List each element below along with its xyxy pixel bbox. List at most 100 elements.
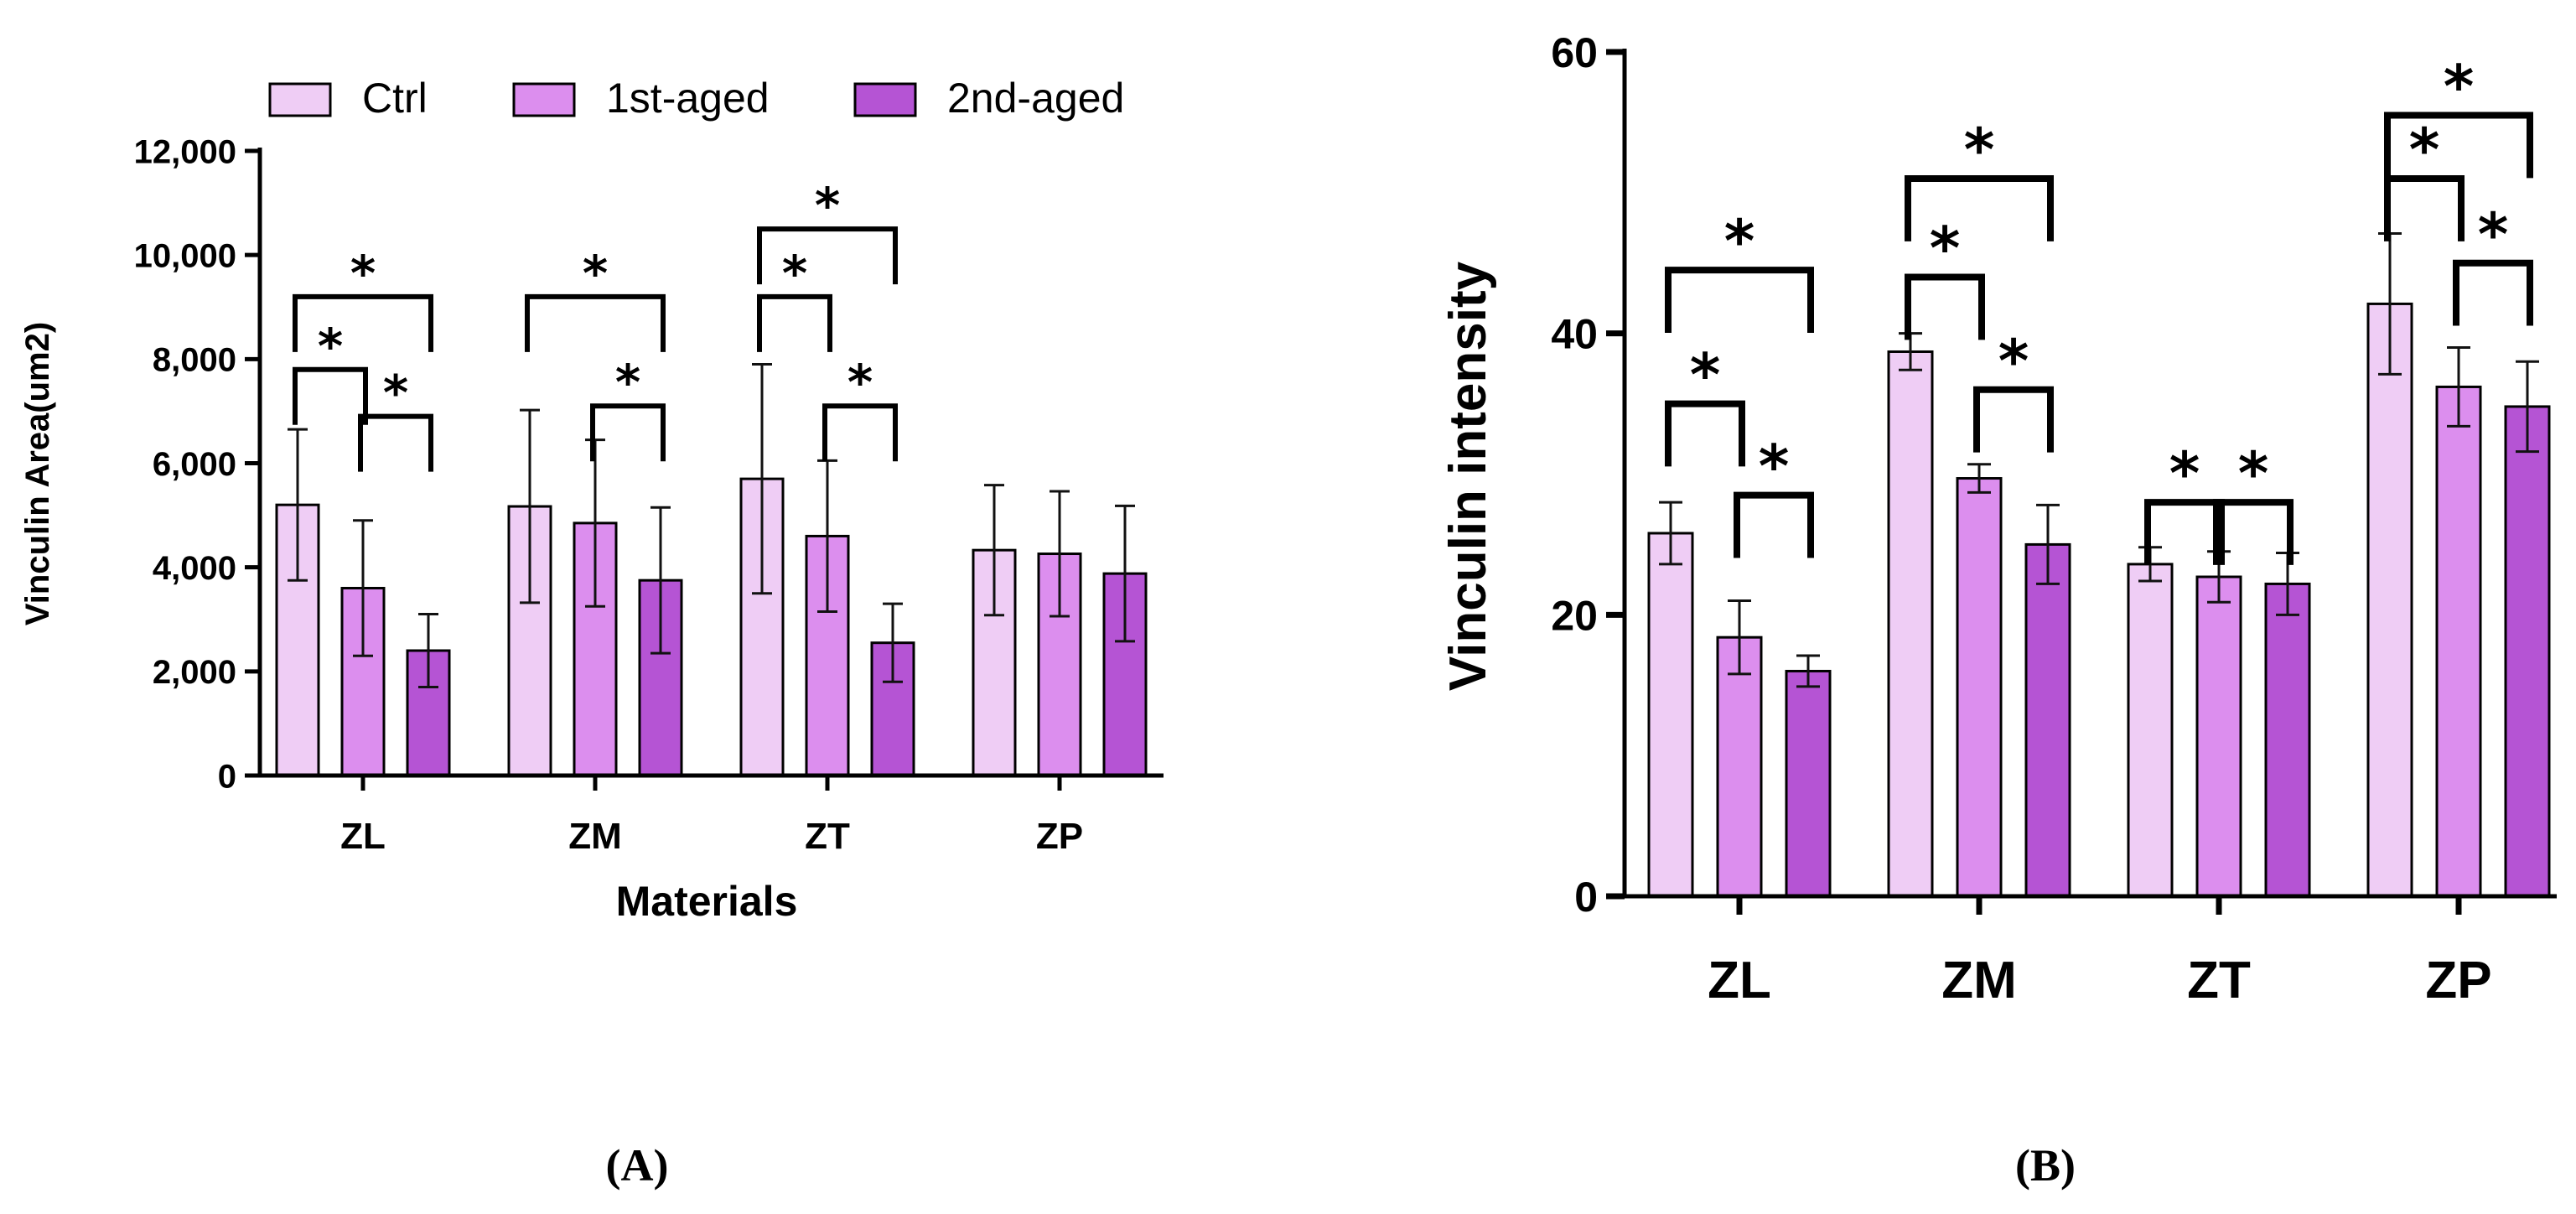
significance-bracket	[1734, 491, 1814, 558]
error-bar	[883, 602, 903, 683]
axes	[1622, 49, 2557, 899]
significance-bracket	[757, 293, 832, 352]
panel-a-plot: 0 2,000 4,000 6,000 8,000 10,000 12,000 ZL ZM ZT Z…	[134, 133, 1164, 857]
x-tick-label: ZL	[1708, 952, 1771, 1009]
significance-bracket	[822, 403, 898, 462]
panel-b-label: (B)	[2015, 1140, 2076, 1191]
panel-a-ylabel: Vinculin Area(um2)	[19, 322, 56, 625]
error-bar	[288, 428, 308, 582]
bar-ctrl-zl	[1647, 532, 1694, 898]
significance-bracket	[2144, 499, 2225, 565]
significance-star: *	[383, 365, 408, 422]
y-tick-label: 6,000	[153, 446, 236, 483]
significance-star: *	[2409, 116, 2440, 184]
significance-star: *	[1759, 433, 1790, 501]
significance-bracket	[2453, 259, 2533, 326]
x-tick-label: ZM	[568, 816, 622, 857]
y-tick-label: 40	[1551, 311, 1598, 358]
significance-bracket	[1665, 400, 1745, 467]
legend-label-ctrl: Ctrl	[362, 75, 428, 122]
bar-1st-aged-zl	[1716, 636, 1763, 898]
error-bar	[752, 363, 772, 595]
significance-bracket	[525, 293, 666, 352]
x-tick-label: ZL	[340, 816, 386, 857]
error-bar	[1967, 463, 1991, 494]
y-tick-label: 0	[1574, 874, 1598, 921]
error-bar	[2447, 345, 2470, 428]
panel-a-xlabel: Materials	[616, 878, 798, 925]
panel-a-label: (A)	[606, 1140, 669, 1191]
significance-star: *	[615, 354, 640, 411]
significance-star: *	[1690, 341, 1721, 410]
significance-star: *	[847, 354, 873, 411]
x-tick-label: ZT	[805, 816, 850, 857]
legend: Ctrl 1st-aged 2nd-aged	[268, 75, 1124, 122]
bar-2nd-aged-zm	[2024, 542, 2071, 898]
significance-star: *	[350, 245, 376, 302]
y-tick-label: 2,000	[153, 654, 236, 691]
error-bar	[2516, 360, 2539, 454]
legend-swatch-1st-aged	[512, 82, 576, 117]
error-bar	[1796, 654, 1820, 688]
y-tick-label: 12,000	[134, 133, 236, 170]
error-bar	[1659, 501, 1682, 566]
bar-1st-aged-zm	[1956, 477, 2003, 898]
x-tick-label: ZP	[2425, 952, 2491, 1009]
error-bar	[1050, 490, 1070, 618]
legend-label-2nd-aged: 2nd-aged	[947, 75, 1124, 122]
x-tick-label: ZM	[1941, 952, 2017, 1009]
significance-star: *	[2238, 439, 2269, 508]
y-tick-label: 4,000	[153, 550, 236, 587]
axes	[257, 148, 1164, 778]
significance-star: *	[1998, 327, 2029, 396]
significance-bracket	[2213, 499, 2294, 565]
error-bar	[650, 506, 671, 655]
significance-bracket	[2384, 112, 2533, 179]
legend-swatch-ctrl	[268, 82, 332, 117]
significance-star: *	[583, 245, 608, 302]
error-bar	[2036, 503, 2060, 585]
significance-star: *	[1724, 207, 1755, 276]
significance-bracket	[1973, 386, 2054, 453]
x-tick-label: ZT	[2187, 952, 2251, 1009]
y-tick-label: 0	[218, 758, 236, 795]
legend-label-1st-aged: 1st-aged	[606, 75, 770, 122]
significance-star: *	[1964, 116, 1995, 184]
significance-bracket	[590, 403, 666, 462]
significance-star: *	[2444, 53, 2475, 122]
bar-1st-aged-zt	[2195, 575, 2242, 898]
significance-star: *	[1930, 215, 1961, 283]
significance-bracket	[293, 366, 368, 425]
y-tick-label: 20	[1551, 592, 1598, 639]
y-tick-label: 8,000	[153, 342, 236, 379]
bar-ctrl-zm	[1887, 350, 1934, 898]
significance-star: *	[2478, 200, 2509, 269]
legend-swatch-2nd-aged	[853, 82, 917, 117]
significance-bracket	[757, 226, 898, 285]
error-bar	[1115, 504, 1135, 643]
error-bar	[520, 408, 540, 604]
bar-2nd-aged-zl	[1785, 669, 1832, 898]
significance-bracket	[358, 413, 433, 472]
bar-2nd-aged-zp	[2504, 405, 2551, 898]
error-bar	[418, 613, 438, 688]
significance-bracket	[293, 293, 433, 352]
significance-star: *	[2169, 439, 2200, 508]
significance-bracket	[2384, 175, 2465, 241]
significance-star: *	[318, 318, 343, 375]
panel-a: Ctrl 1st-aged 2nd-aged 0 2,000 4,000 6,000 8,0…	[19, 75, 1164, 1191]
significance-bracket	[1905, 175, 2054, 241]
error-bar	[984, 484, 1004, 617]
significance-star: *	[782, 245, 807, 302]
bar-2nd-aged-zt	[2264, 582, 2311, 898]
bar-1st-aged-zp	[2435, 385, 2482, 898]
x-tick-label: ZP	[1036, 816, 1083, 857]
y-tick-label: 10,000	[134, 238, 236, 275]
bar-ctrl-zp	[2366, 302, 2413, 898]
significance-bracket	[1665, 267, 1814, 333]
significance-bracket	[1905, 273, 1985, 340]
significance-star: *	[815, 177, 840, 234]
